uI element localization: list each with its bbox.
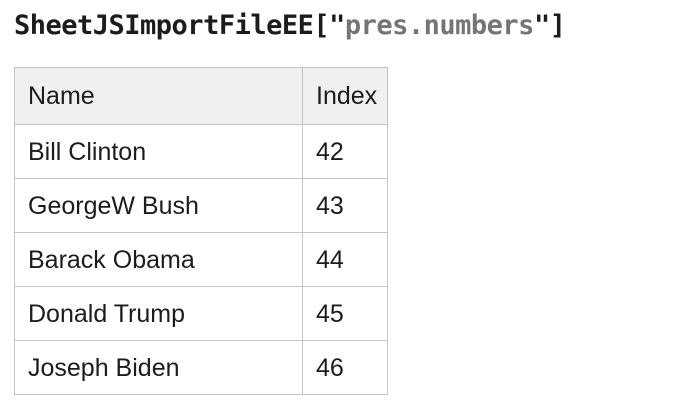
name-cell: Barack Obama: [14, 232, 303, 287]
index-cell: 42: [301, 124, 389, 179]
index-cell: 46: [301, 340, 389, 395]
table-row: Joseph Biden 46: [14, 340, 389, 395]
name-cell: GeorgeW Bush: [14, 178, 303, 233]
close-quote-bracket: "]: [533, 10, 566, 41]
table-row: GeorgeW Bush 43: [14, 178, 389, 233]
code-heading: SheetJSImportFileEE["pres.numbers"]: [14, 9, 566, 42]
component-name: SheetJSImportFileEE: [14, 10, 314, 41]
table-header-row: Name Index: [14, 67, 389, 125]
index-cell: 45: [301, 286, 389, 341]
name-cell: Donald Trump: [14, 286, 303, 341]
open-bracket-quote: [": [313, 10, 345, 41]
table-row: Bill Clinton 42: [14, 124, 389, 179]
table-row: Donald Trump 45: [14, 286, 389, 341]
table-row: Barack Obama 44: [14, 232, 389, 287]
index-cell: 44: [301, 232, 389, 287]
index-cell: 43: [301, 178, 389, 233]
name-cell: Joseph Biden: [14, 340, 303, 395]
column-header-name: Name: [14, 67, 303, 125]
column-header-index: Index: [301, 67, 389, 125]
name-cell: Bill Clinton: [14, 124, 303, 179]
presidents-table: Name Index Bill Clinton 42 GeorgeW Bush …: [14, 67, 389, 395]
filename-text: pres.numbers: [344, 10, 535, 41]
